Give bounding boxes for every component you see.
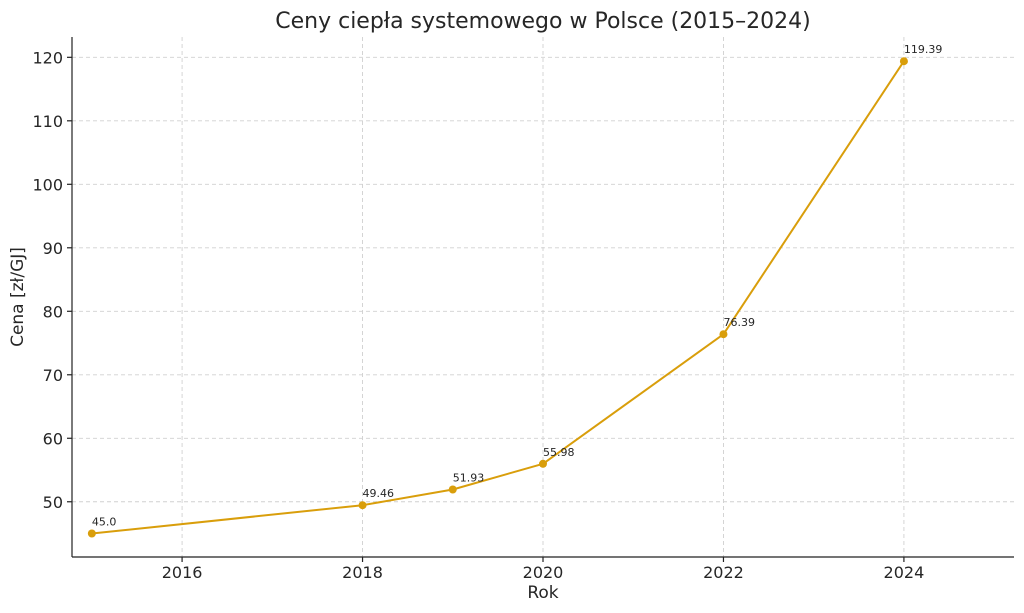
y-tick-label: 110 [32, 112, 63, 131]
y-tick-label: 50 [43, 493, 63, 512]
y-tick-label: 60 [43, 429, 63, 448]
data-point [899, 57, 908, 66]
series: 45.0 49.46 51.93 55.98 76.39 119.39 [87, 43, 943, 538]
data-label: 51.93 [453, 472, 485, 485]
series-line [91, 60, 905, 535]
data-point [539, 459, 547, 468]
grid [72, 37, 1014, 557]
x-tick-label: 2016 [162, 563, 203, 582]
data-label: 45.0 [92, 516, 117, 529]
ticks: 2016 2018 2020 2022 2024 50 60 70 80 90 100 110 120 [32, 48, 924, 582]
y-axis-label: Cena [zł/GJ] [8, 247, 28, 347]
x-tick-label: 2024 [884, 563, 925, 582]
x-tick-label: 2018 [342, 563, 383, 582]
x-tick-label: 2020 [523, 563, 564, 582]
data-label: 119.39 [904, 43, 943, 56]
data-label: 76.39 [723, 316, 755, 329]
chart-title: Ceny ciepła systemowego w Polsce (2015–2… [275, 9, 811, 34]
data-point [87, 529, 96, 538]
y-tick-label: 70 [43, 366, 63, 385]
data-label: 49.46 [363, 487, 395, 500]
y-tick-label: 90 [43, 239, 63, 258]
data-point [719, 330, 728, 339]
x-tick-label: 2022 [703, 563, 744, 582]
y-tick-label: 100 [32, 175, 63, 194]
data-point [448, 485, 457, 494]
y-tick-label: 120 [32, 48, 63, 67]
y-tick-label: 80 [43, 302, 63, 321]
data-label: 55.98 [543, 446, 575, 459]
data-point [358, 501, 367, 510]
x-axis-label: Rok [527, 583, 558, 603]
